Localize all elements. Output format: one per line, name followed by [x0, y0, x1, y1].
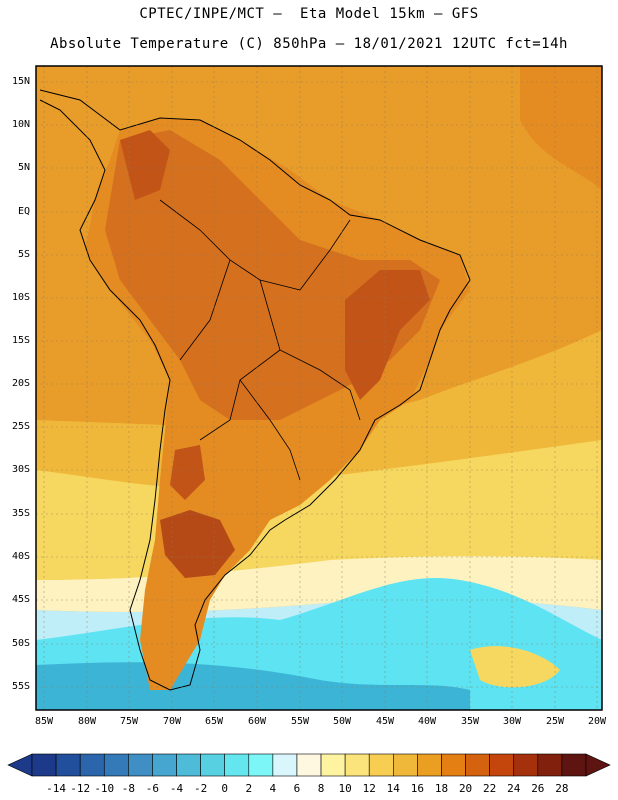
- legend-label: 2: [245, 782, 253, 795]
- legend-swatch: [224, 753, 250, 777]
- legend-arrow-right: [585, 753, 611, 777]
- lon-label: 75W: [119, 716, 139, 727]
- legend-swatch: [441, 753, 466, 777]
- lat-label: 5N: [17, 162, 30, 173]
- legend-label: -6: [145, 782, 160, 795]
- legend-swatch: [79, 753, 105, 777]
- legend-swatch: [537, 753, 563, 777]
- lon-label: 60W: [247, 716, 267, 727]
- lat-label: 40S: [11, 551, 30, 562]
- lon-label: 30W: [502, 716, 522, 727]
- legend-swatch: [248, 753, 274, 777]
- field-cold: [36, 662, 470, 710]
- legend-label: 20: [458, 782, 473, 795]
- land-hot-patagonia: [160, 510, 235, 578]
- graticule: [36, 66, 602, 710]
- legend-swatch: [393, 753, 418, 777]
- lat-label: 20S: [11, 378, 30, 389]
- lat-label: 50S: [11, 638, 30, 649]
- legend-label: 26: [531, 782, 545, 795]
- field-warm-eddy: [470, 646, 560, 688]
- lon-label: 40W: [417, 716, 437, 727]
- map-subtitle: Absolute Temperature (C) 850hPa – 18/01/…: [50, 36, 568, 52]
- legend-arrow-left: [7, 753, 33, 777]
- legend-swatch: [344, 753, 370, 777]
- map-title: CPTEC/INPE/MCT – Eta Model 15km – GFS: [139, 6, 479, 22]
- lon-label: 70W: [162, 716, 182, 727]
- lat-label: 55S: [11, 681, 30, 692]
- legend-label: -2: [193, 782, 208, 795]
- land-hot-andes: [170, 445, 205, 500]
- lat-label: 15S: [11, 335, 30, 346]
- legend-swatch: [465, 753, 490, 777]
- legend-swatch: [31, 753, 57, 777]
- legend-label: 6: [293, 782, 301, 795]
- legend-label: 10: [338, 782, 352, 795]
- legend-swatch: [561, 753, 587, 777]
- lon-label: 20W: [587, 716, 607, 727]
- legend-label: 16: [410, 782, 425, 795]
- legend-label: 8: [317, 782, 325, 795]
- lon-label: 80W: [77, 716, 97, 727]
- lon-label: 85W: [34, 716, 54, 727]
- legend-swatch: [152, 753, 177, 777]
- legend-swatch: [320, 753, 346, 777]
- legend-label: -8: [121, 782, 135, 795]
- lon-label: 65W: [204, 716, 224, 727]
- lon-label: 35W: [460, 716, 480, 727]
- lat-label: 25S: [11, 421, 30, 432]
- land-hot-north: [120, 130, 170, 200]
- color-legend: [7, 753, 611, 777]
- legend-swatch: [368, 753, 394, 777]
- legend-swatch: [176, 753, 201, 777]
- lat-label: 10N: [11, 119, 30, 130]
- coastline: [39, 89, 471, 691]
- lat-label: 5S: [17, 249, 30, 260]
- lon-label: 45W: [375, 716, 395, 727]
- legend-label: 22: [483, 782, 497, 795]
- legend-swatch: [296, 753, 322, 777]
- lat-label: EQ: [17, 206, 30, 217]
- legend-swatch: [272, 753, 298, 777]
- legend-label: -12: [70, 782, 91, 795]
- legend-swatch: [513, 753, 539, 777]
- land-hot-brazil: [345, 270, 430, 400]
- lon-label: 25W: [545, 716, 565, 727]
- legend-label: 0: [221, 782, 228, 795]
- lat-label: 15N: [11, 76, 30, 87]
- lon-label: 50W: [332, 716, 352, 727]
- lat-label: 45S: [11, 594, 30, 605]
- legend-label: -4: [169, 782, 184, 795]
- country-borders: [159, 199, 361, 481]
- lat-label: 35S: [11, 508, 30, 519]
- legend-label: -10: [94, 782, 115, 795]
- legend-label: 24: [507, 782, 521, 795]
- lat-label: 10S: [11, 292, 30, 303]
- legend-label: 28: [555, 782, 569, 795]
- legend-swatch: [55, 753, 81, 777]
- legend-label: 14: [386, 782, 400, 795]
- legend-label: 18: [434, 782, 449, 795]
- legend-swatch: [489, 753, 515, 777]
- field-warm-atlantic: [520, 66, 602, 190]
- legend-swatch: [128, 753, 153, 777]
- legend-swatch: [200, 753, 225, 777]
- legend-swatch: [417, 753, 442, 777]
- lat-label: 30S: [11, 464, 30, 475]
- legend-label: -14: [46, 782, 67, 795]
- map-frame: [35, 65, 603, 711]
- legend-label: 4: [269, 782, 277, 795]
- lon-label: 55W: [290, 716, 310, 727]
- legend-label: 12: [362, 782, 376, 795]
- legend-swatch: [103, 753, 129, 777]
- temperature-field: [36, 66, 602, 710]
